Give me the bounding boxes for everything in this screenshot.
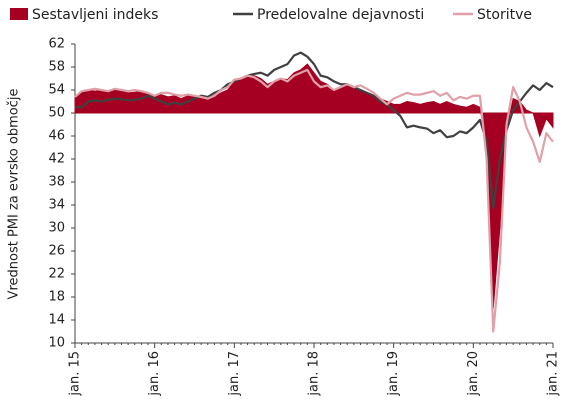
legend-label: Predelovalne dejavnosti bbox=[257, 7, 424, 23]
y-tick-label: 50 bbox=[48, 106, 65, 121]
y-tick-label: 18 bbox=[48, 290, 65, 305]
y-axis-label: Vrednost PMI za evrsko območje bbox=[7, 89, 22, 300]
line bbox=[74, 68, 554, 333]
y-tick-label: 38 bbox=[48, 175, 65, 190]
x-tick-label: jan. 17 bbox=[227, 351, 242, 397]
y-tick-label: 26 bbox=[48, 244, 65, 259]
x-tick-label: jan. 18 bbox=[307, 351, 322, 397]
y-tick-label: 14 bbox=[48, 313, 65, 328]
y-tick-label: 42 bbox=[48, 152, 65, 167]
legend-label: Sestavljeni indeks bbox=[32, 7, 158, 23]
legend-swatch bbox=[10, 8, 28, 20]
y-tick-label: 22 bbox=[48, 267, 65, 282]
line bbox=[75, 51, 554, 209]
x-tick-label: jan. 15 bbox=[68, 351, 83, 397]
y-tick-label: 58 bbox=[48, 60, 65, 75]
y-tick-label: 30 bbox=[48, 221, 65, 236]
y-tick-label: 62 bbox=[48, 37, 65, 52]
y-tick-label: 34 bbox=[48, 198, 65, 213]
y-tick-label: 46 bbox=[48, 129, 65, 144]
x-tick-label: jan. 21 bbox=[546, 351, 561, 397]
y-tick-label: 10 bbox=[48, 336, 65, 351]
x-tick-label: jan. 19 bbox=[386, 351, 401, 397]
legend-label: Storitve bbox=[477, 7, 532, 23]
x-tick-label: jan. 20 bbox=[466, 351, 481, 397]
y-tick-label: 54 bbox=[48, 83, 65, 98]
x-tick-label: jan. 16 bbox=[147, 351, 162, 397]
